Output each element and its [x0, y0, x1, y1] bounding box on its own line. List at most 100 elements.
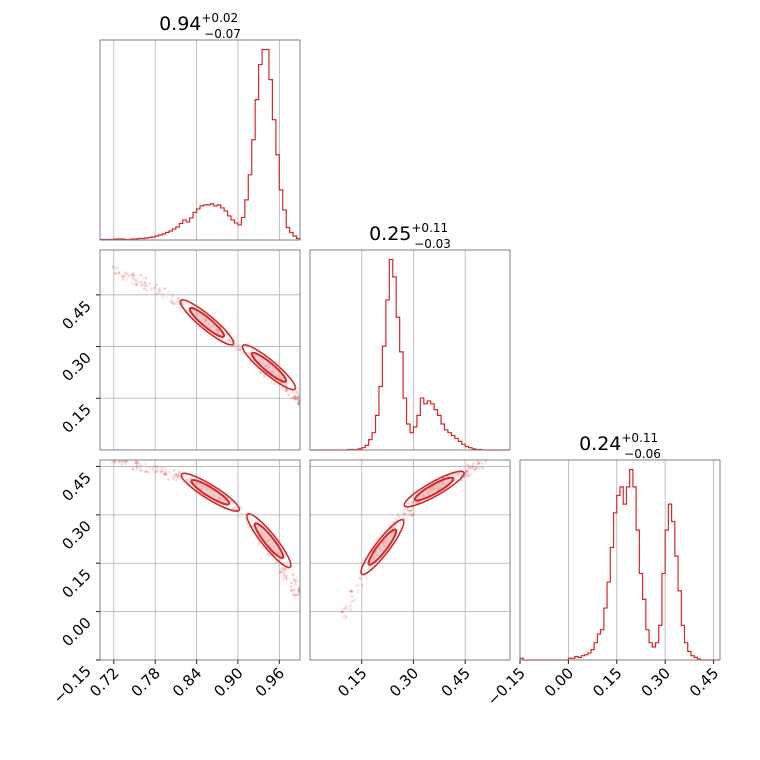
scatter-point-2-0-243: [292, 573, 295, 577]
scatter-point-1-0-221: [143, 286, 146, 290]
scatter-point-2-1-7: [406, 514, 410, 518]
scatter-point-2-0-140: [177, 473, 180, 476]
scatter-point-1-0-168: [284, 389, 287, 392]
scatter-point-2-0-247: [173, 468, 176, 472]
scatter-point-2-1-50: [402, 513, 405, 516]
scatter-point-2-1-110: [351, 599, 354, 603]
scatter-point-2-0-77: [232, 505, 235, 509]
scatter-point-2-0-228: [172, 476, 175, 480]
scatter-point-1-0-30: [187, 303, 191, 306]
scatter-point-1-0-152: [142, 284, 145, 287]
scatter-point-2-1-109: [349, 604, 352, 608]
scatter-point-1-0-55: [286, 393, 290, 396]
scatter-point-2-1-155: [477, 462, 480, 465]
contours-2-0: [180, 472, 292, 569]
scatter-point-1-0-50: [111, 265, 115, 269]
scatter-point-2-0-198: [283, 567, 287, 570]
scatter-point-2-0-24: [162, 473, 166, 476]
scatter-point-1-0-175: [111, 266, 115, 269]
scatter-point-2-1-10: [460, 479, 464, 482]
scatter-point-2-0-88: [292, 588, 295, 592]
scatter-point-2-0-43: [240, 508, 244, 512]
scatter-point-2-1-169: [410, 513, 413, 517]
scatter-point-2-0-103: [250, 518, 254, 522]
scatter-point-2-0-97: [160, 475, 164, 478]
ytick-label-2-3: 0.30: [58, 517, 94, 553]
scatter-point-2-0-242: [122, 460, 125, 464]
scatter-point-2-1-75: [410, 514, 413, 518]
scatter-point-2-0-239: [176, 474, 180, 478]
scatter-point-1-0-41: [145, 284, 148, 288]
scatter-point-1-0-136: [132, 272, 135, 276]
scatter-point-2-0-35: [297, 590, 300, 593]
scatter-point-1-0-252: [280, 386, 284, 389]
scatter-point-1-0-226: [131, 276, 135, 280]
scatter-point-2-0-190: [135, 467, 138, 471]
scatter-point-1-0-73: [234, 342, 237, 346]
scatter-point-1-0-189: [123, 274, 127, 278]
scatter-point-2-0-206: [294, 582, 297, 586]
scatter-point-1-0-135: [145, 288, 149, 292]
scatter-point-2-1-195: [465, 470, 469, 474]
scatter-point-2-0-246: [120, 463, 123, 467]
scatter-point-1-0-12: [177, 296, 180, 300]
scatter-point-2-1-250: [394, 518, 397, 521]
axis-ticks: 0.72 0.78 0.84 0.90 0.96 0.15 0.30 0.45 −0.15 0.0…: [50, 294, 722, 709]
scatter-point-1-0-82: [144, 281, 147, 284]
scatter-point-2-0-249: [144, 469, 148, 473]
scatter-point-2-1-66: [452, 475, 456, 478]
scatter-point-2-0-105: [282, 577, 285, 580]
scatter-point-1-0-182: [132, 278, 136, 281]
scatter-point-2-1-61: [481, 466, 485, 470]
scatter-point-2-0-147: [109, 460, 113, 464]
scatter-point-2-0-157: [151, 467, 154, 471]
scatter-point-1-0-56: [155, 292, 159, 295]
scatter-point-2-1-15: [359, 577, 363, 581]
contour-outer-1-0-1: [241, 344, 297, 391]
scatter-point-2-1-140: [398, 521, 402, 525]
scatter-point-2-1-248: [477, 462, 480, 466]
scatter-point-2-1-84: [412, 500, 415, 504]
scatter-point-2-0-199: [187, 477, 191, 480]
scatter-point-1-0-205: [237, 343, 240, 347]
scatter-point-2-1-21: [484, 462, 488, 465]
scatter-point-2-0-143: [288, 578, 292, 582]
scatter-point-2-1-102: [473, 467, 477, 471]
scatter-point-2-0-70: [292, 578, 296, 582]
panel-1-0: [99, 249, 301, 451]
scatter-point-2-1-113: [410, 501, 414, 504]
scatter-point-1-0-234: [158, 291, 162, 294]
scatter-point-2-1-138: [360, 583, 364, 586]
scatter-point-2-0-1: [160, 466, 164, 470]
scatter-point-2-0-23: [145, 463, 149, 466]
scatter-point-1-0-126: [263, 374, 266, 378]
scatter-point-2-0-57: [282, 571, 285, 575]
scatter-point-1-0-216: [141, 282, 144, 285]
scatter-point-2-0-123: [285, 574, 288, 578]
scatter-point-1-0-77: [132, 273, 136, 277]
scatter-point-1-0-6: [171, 293, 174, 296]
scatter-point-2-0-26: [112, 460, 116, 464]
scatter-point-1-0-239: [292, 391, 296, 395]
xtick-label-1-0: 0.15: [334, 664, 370, 700]
scatter-point-2-0-210: [261, 545, 264, 548]
scatter-point-1-0-230: [142, 287, 146, 291]
scatter-point-2-0-87: [237, 501, 241, 504]
scatter-point-2-1-47: [409, 509, 413, 512]
scatter-point-1-0-258: [131, 271, 134, 275]
scatter-point-2-1-56: [345, 615, 349, 619]
scatter-point-2-0-60: [173, 476, 177, 479]
contour-inner-1-0-1: [250, 351, 288, 383]
scatter-point-2-0-111: [285, 570, 288, 574]
contour-inner-1-0-0: [188, 306, 226, 338]
scatter-point-1-0-214: [295, 397, 298, 401]
scatter-point-2-1-139: [477, 467, 481, 470]
scatter-point-1-0-229: [158, 289, 161, 293]
scatter-point-1-0-217: [135, 280, 139, 284]
scatter-point-2-1-77: [411, 513, 414, 516]
scatter-point-1-0-4: [290, 396, 294, 400]
scatter-point-2-0-54: [281, 568, 284, 572]
scatter-point-2-0-3: [165, 473, 168, 477]
scatter-point-2-1-43: [456, 472, 460, 476]
